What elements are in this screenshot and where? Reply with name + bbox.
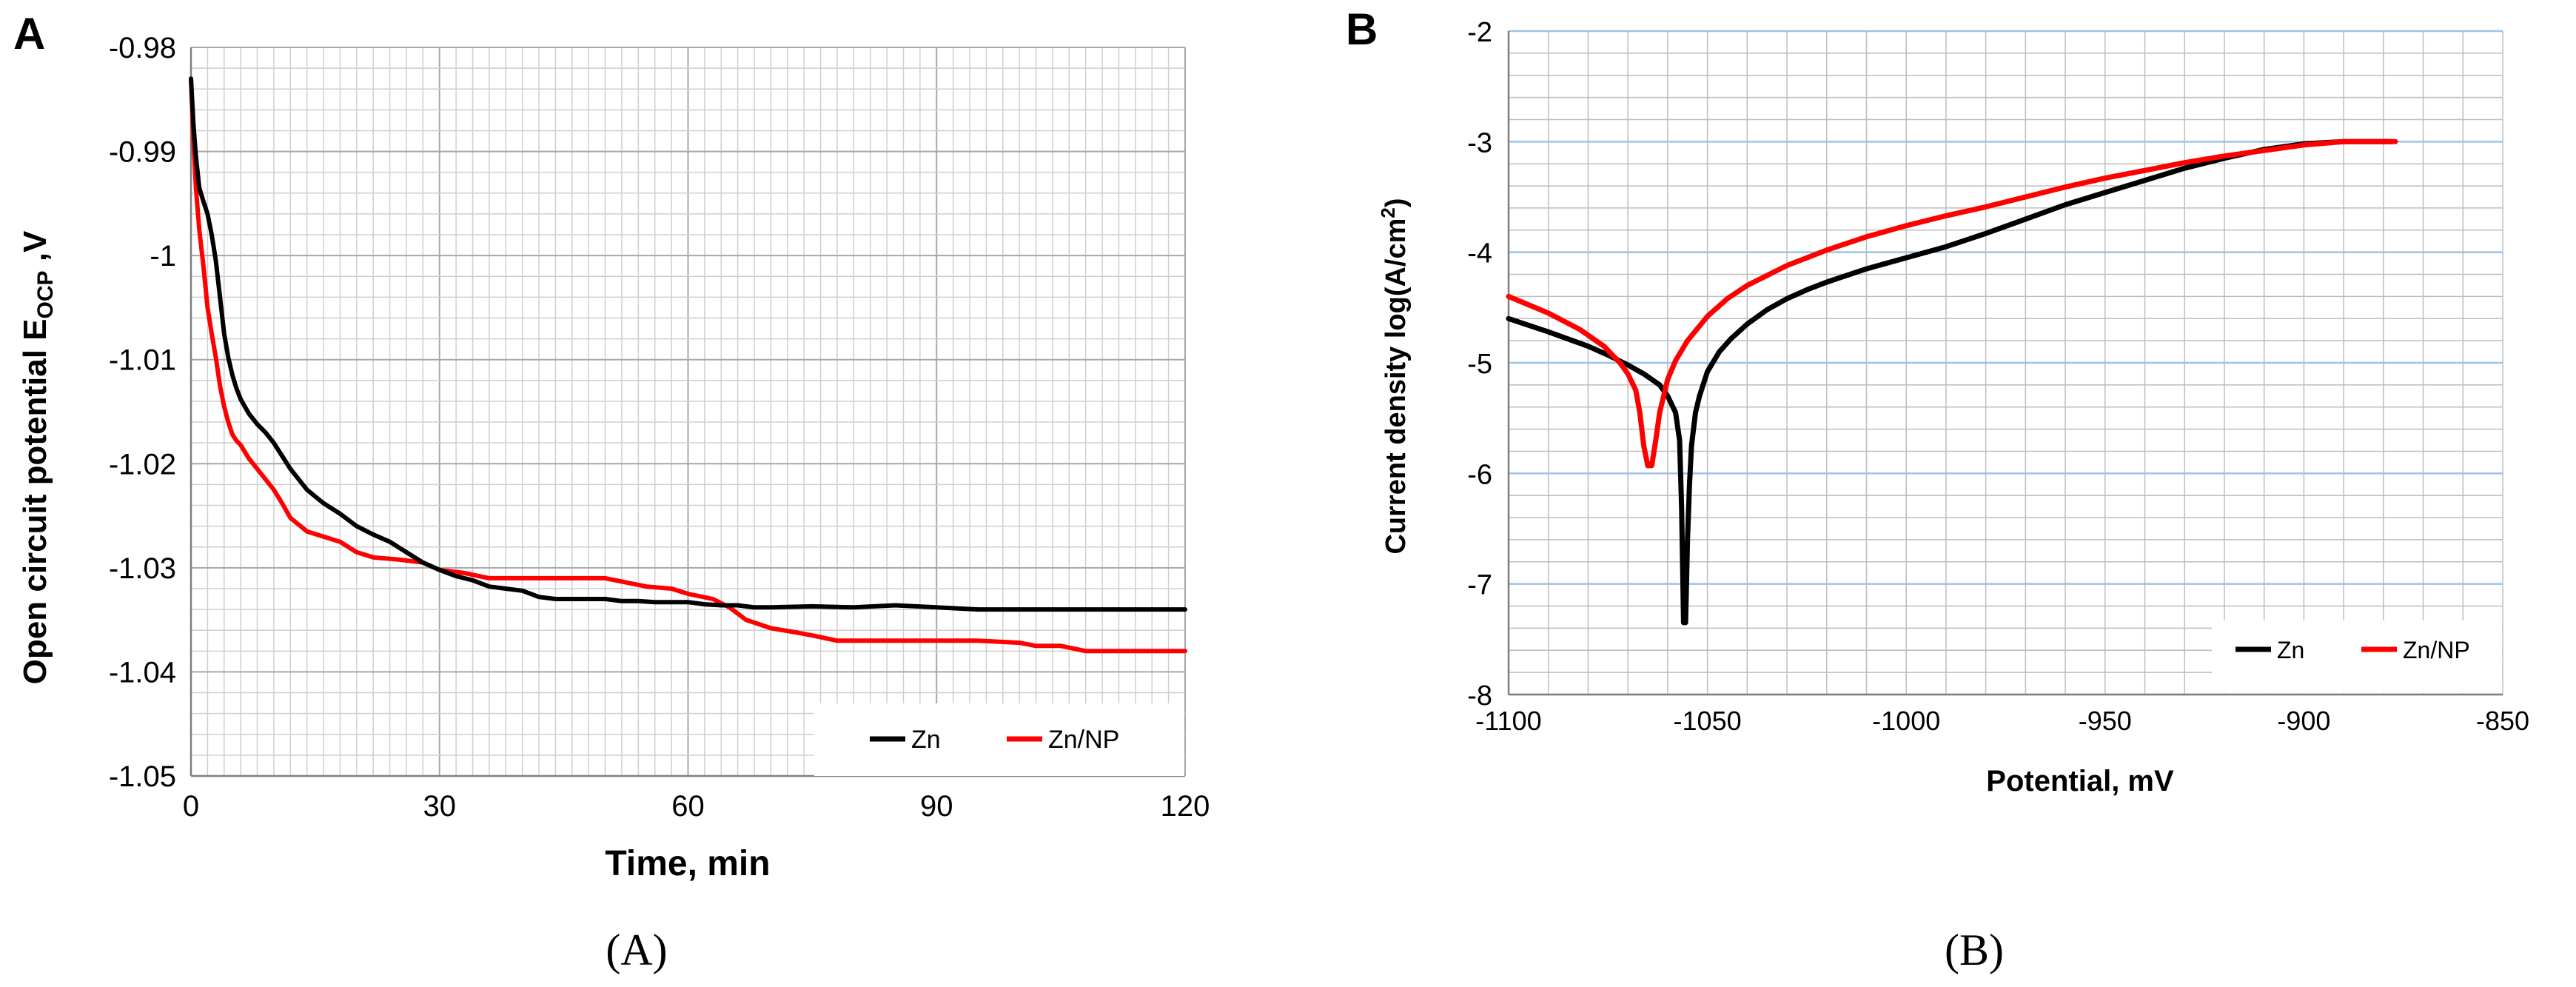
x-tick-label-b: -950 (2079, 706, 2132, 736)
y-tick-label-a: -1.01 (109, 344, 176, 377)
x-tick-label-a: 90 (920, 790, 953, 823)
legend-b: Zn Zn/NP (2212, 620, 2502, 693)
y-tick-label-a: -1.05 (109, 760, 176, 793)
x-tick-label-b: -1100 (1475, 706, 1541, 736)
y-tick-label-a: -1 (150, 240, 176, 272)
x-tick-label-a: 120 (1161, 790, 1210, 823)
chart-a-open-circuit-potential: A -0.98-0.99-1-1.01-1.02-1.03-1.04-1.05 … (13, 9, 1210, 974)
y-tick-label-b: -6 (1467, 459, 1492, 490)
x-tick-label-a: 60 (671, 790, 705, 823)
legend-label-b: Zn/NP (2403, 637, 2470, 663)
x-axis-label-a: Time, min (605, 844, 770, 883)
series-line-a-zn (189, 76, 1187, 612)
chart-b-polarization-curves: B -2 -3 -4 -5 -6 -7 -8 -1100 -1050 -1000 -950 -900… (1346, 4, 2529, 974)
y-axis-label-b: Current density log(A/cm2) (1377, 198, 1412, 554)
legend-label-a: Zn/NP (1048, 726, 1119, 754)
y-tick-label-b: -5 (1467, 349, 1492, 380)
series-line-b-zn-np (1506, 138, 2398, 469)
y-axis-label-a: Open circuit potential EOCP ,V (17, 230, 58, 684)
y-tick-label-a: -0.99 (109, 136, 176, 169)
x-tick-label-b: -1050 (1674, 706, 1742, 736)
y-tick-label-a: -1.04 (109, 656, 176, 689)
y-tick-label-a: -1.03 (109, 552, 176, 585)
x-tick-label-b: -850 (2476, 706, 2529, 736)
caption-a: (A) (606, 926, 667, 974)
x-tick-label-b: -1000 (1872, 706, 1940, 736)
x-tick-label-a: 0 (183, 790, 199, 823)
y-tick-label-a: -1.02 (109, 448, 176, 481)
y-tick-label-b: -2 (1467, 17, 1492, 48)
legend-a: Zn Zn/NP (814, 703, 1184, 776)
y-tick-label-b: -8 (1467, 680, 1492, 712)
y-tick-label-a: -0.98 (109, 32, 176, 64)
x-tick-label-a: 30 (423, 790, 457, 823)
legend-label-b: Zn (2277, 637, 2304, 663)
x-tick-label-b: -900 (2277, 706, 2330, 736)
panel-a-letter: A (13, 9, 45, 58)
caption-b: (B) (1945, 926, 2004, 974)
y-tick-label-b: -4 (1467, 238, 1492, 270)
legend-label-a: Zn (911, 726, 941, 754)
y-tick-label-b: -7 (1467, 570, 1492, 601)
legend-box-b (2212, 620, 2502, 693)
x-axis-label-b: Potential, mV (1986, 765, 2174, 797)
y-tick-label-b: -3 (1467, 127, 1492, 158)
panel-b-letter: B (1346, 4, 1378, 54)
